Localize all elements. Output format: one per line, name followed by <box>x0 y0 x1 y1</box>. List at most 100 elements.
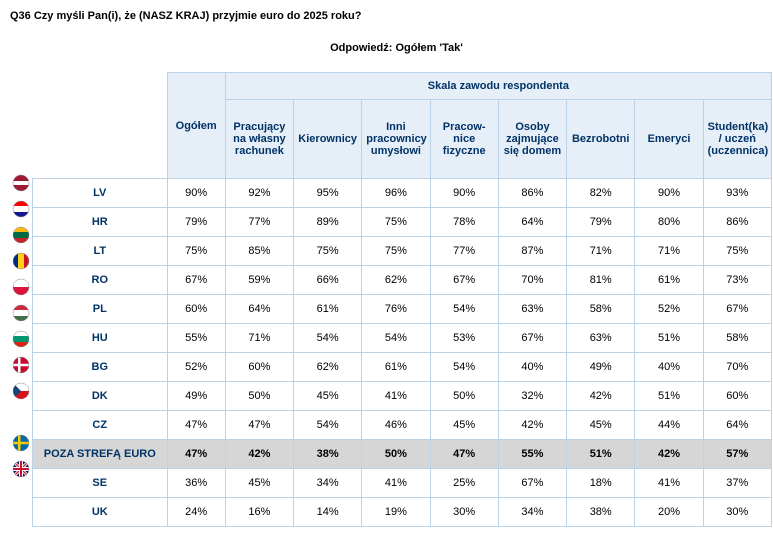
data-cell: 41% <box>635 469 703 498</box>
data-cell: 86% <box>703 208 771 237</box>
data-cell: 16% <box>225 498 293 527</box>
data-cell: 71% <box>225 324 293 353</box>
data-cell: 44% <box>635 411 703 440</box>
row-label: UK <box>33 498 168 527</box>
super-header: Skala zawodu respondenta <box>225 73 771 100</box>
data-cell: 61% <box>635 266 703 295</box>
data-cell: 34% <box>294 469 362 498</box>
data-cell: 64% <box>498 208 566 237</box>
data-cell: 70% <box>498 266 566 295</box>
data-cell: 42% <box>635 440 703 469</box>
row-label: SE <box>33 469 168 498</box>
data-cell: 90% <box>430 179 498 208</box>
data-cell: 36% <box>167 469 225 498</box>
data-cell: 75% <box>362 208 430 237</box>
data-cell: 40% <box>498 353 566 382</box>
row-label: LT <box>33 237 168 266</box>
data-cell: 87% <box>498 237 566 266</box>
data-cell: 63% <box>498 295 566 324</box>
data-cell: 30% <box>703 498 771 527</box>
data-cell: 85% <box>225 237 293 266</box>
data-cell: 67% <box>167 266 225 295</box>
col-6: Emeryci <box>635 100 703 179</box>
row-label: HR <box>33 208 168 237</box>
data-cell: 42% <box>498 411 566 440</box>
table-row: RO67%59%66%62%67%70%81%61%73% <box>33 266 772 295</box>
col-ogolem: Ogółem <box>167 73 225 179</box>
hr-flag-icon <box>10 196 32 222</box>
data-cell: 59% <box>225 266 293 295</box>
data-cell: 45% <box>430 411 498 440</box>
data-cell: 60% <box>225 353 293 382</box>
data-cell: 76% <box>362 295 430 324</box>
data-table: Ogółem Skala zawodu respondenta Pracując… <box>32 72 772 527</box>
data-cell: 50% <box>362 440 430 469</box>
data-cell: 63% <box>567 324 635 353</box>
row-label: HU <box>33 324 168 353</box>
dk-flag-icon <box>10 352 32 378</box>
se-flag-icon <box>10 430 32 456</box>
row-label: DK <box>33 382 168 411</box>
table-row: HU55%71%54%54%53%67%63%51%58% <box>33 324 772 353</box>
row-label: RO <box>33 266 168 295</box>
data-cell: 55% <box>167 324 225 353</box>
table-row: CZ47%47%54%46%45%42%45%44%64% <box>33 411 772 440</box>
data-cell: 41% <box>362 469 430 498</box>
data-cell: 81% <box>567 266 635 295</box>
lt-flag-icon <box>10 222 32 248</box>
blank-corner <box>33 73 168 179</box>
data-cell: 54% <box>362 324 430 353</box>
data-cell: 73% <box>703 266 771 295</box>
data-cell: 41% <box>362 382 430 411</box>
table-row: PL60%64%61%76%54%63%58%52%67% <box>33 295 772 324</box>
data-cell: 45% <box>294 382 362 411</box>
data-cell: 34% <box>498 498 566 527</box>
data-cell: 25% <box>430 469 498 498</box>
data-cell: 52% <box>635 295 703 324</box>
data-cell: 24% <box>167 498 225 527</box>
data-cell: 67% <box>498 469 566 498</box>
data-cell: 96% <box>362 179 430 208</box>
data-cell: 42% <box>567 382 635 411</box>
data-cell: 54% <box>294 324 362 353</box>
data-cell: 58% <box>567 295 635 324</box>
data-cell: 80% <box>635 208 703 237</box>
data-cell: 71% <box>567 237 635 266</box>
data-cell: 55% <box>498 440 566 469</box>
data-cell: 51% <box>635 324 703 353</box>
data-cell: 66% <box>294 266 362 295</box>
summary-row: POZA STREFĄ EURO47%42%38%50%47%55%51%42%… <box>33 440 772 469</box>
data-cell: 30% <box>430 498 498 527</box>
col-1: Kierownicy <box>294 100 362 179</box>
data-cell: 38% <box>567 498 635 527</box>
data-cell: 79% <box>167 208 225 237</box>
table-row: SE36%45%34%41%25%67%18%41%37% <box>33 469 772 498</box>
data-cell: 62% <box>294 353 362 382</box>
data-cell: 47% <box>167 440 225 469</box>
data-cell: 90% <box>167 179 225 208</box>
data-cell: 42% <box>225 440 293 469</box>
data-cell: 71% <box>635 237 703 266</box>
col-7: Student(ka) / uczeń (uczennica) <box>703 100 771 179</box>
data-cell: 20% <box>635 498 703 527</box>
data-cell: 61% <box>362 353 430 382</box>
data-cell: 75% <box>294 237 362 266</box>
data-cell: 75% <box>703 237 771 266</box>
data-cell: 57% <box>703 440 771 469</box>
data-cell: 32% <box>498 382 566 411</box>
row-label: CZ <box>33 411 168 440</box>
data-cell: 47% <box>430 440 498 469</box>
data-cell: 89% <box>294 208 362 237</box>
flag-spacer <box>10 404 32 430</box>
data-cell: 50% <box>430 382 498 411</box>
cz-flag-icon <box>10 378 32 404</box>
uk-flag-icon <box>10 456 32 482</box>
data-cell: 58% <box>703 324 771 353</box>
col-2: Inni pracownicy umysłowi <box>362 100 430 179</box>
data-cell: 19% <box>362 498 430 527</box>
data-cell: 77% <box>225 208 293 237</box>
data-cell: 54% <box>430 295 498 324</box>
lv-flag-icon <box>10 170 32 196</box>
ro-flag-icon <box>10 248 32 274</box>
data-cell: 51% <box>567 440 635 469</box>
